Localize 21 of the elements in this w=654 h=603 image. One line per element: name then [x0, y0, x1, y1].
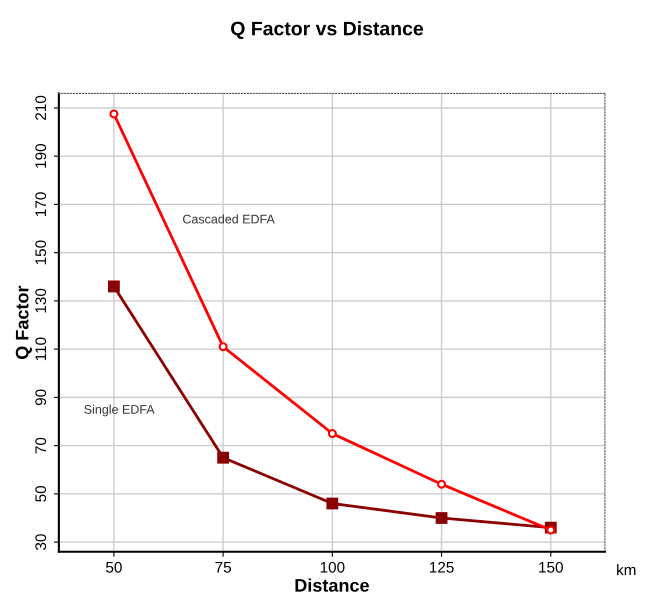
text: km — [617, 564, 636, 576]
y-tick-label: 70 — [35, 438, 46, 454]
y-tick-label: 130 — [35, 288, 46, 312]
x-axis-title: Distance — [295, 578, 369, 592]
text: Single EDFA — [84, 404, 155, 416]
y-tick-label: 210 — [35, 96, 46, 120]
x-tick-label: 150 — [539, 562, 563, 573]
y-axis-title: Q Factor — [16, 286, 32, 359]
y-tick-label: 30 — [35, 534, 46, 550]
y-tick-label: 170 — [35, 192, 46, 216]
y-tick-label: 90 — [35, 389, 46, 406]
chart-title: Q Factor vs Distance — [231, 21, 424, 40]
series-label: Cascaded EDFA — [183, 214, 275, 224]
x-tick-label: 100 — [320, 562, 344, 573]
y-tick-label: 190 — [35, 144, 46, 168]
y-tick-label: 150 — [35, 240, 46, 264]
x-tick-label: 125 — [430, 562, 454, 573]
y-tick-label: 50 — [35, 486, 46, 502]
y-tick-label: 110 — [35, 338, 46, 360]
x-tick-label: 75 — [215, 562, 231, 573]
x-tick-label: 50 — [106, 562, 122, 573]
